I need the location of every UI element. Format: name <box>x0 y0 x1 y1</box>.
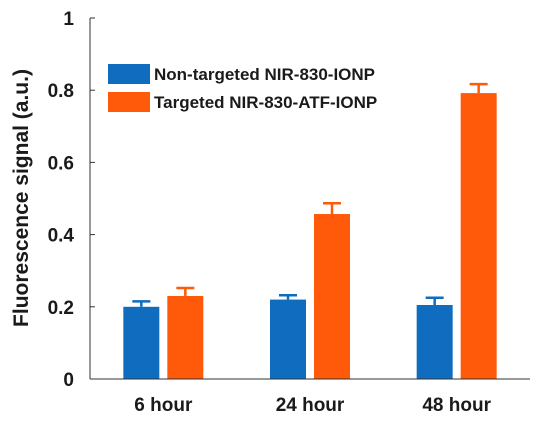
y-tick-label: 0.8 <box>48 81 74 102</box>
bar-non-targeted <box>416 304 453 379</box>
legend: Non-targeted NIR-830-IONP Targeted NIR-83… <box>108 64 377 112</box>
y-tick-label: 0.6 <box>48 153 74 174</box>
legend-label: Non-targeted NIR-830-IONP <box>154 65 375 84</box>
bar-targeted <box>460 93 497 379</box>
y-axis-label: Fluorescence signal (a.u.) <box>10 69 33 327</box>
legend-label: Targeted NIR-830-ATF-IONP <box>154 93 377 112</box>
y-axis: 0 0.2 0.4 0.6 0.8 1 <box>48 9 95 391</box>
x-tick-label: 48 hour <box>422 395 491 416</box>
legend-swatch <box>108 92 150 112</box>
bar-targeted <box>167 295 204 379</box>
y-tick-label: 1 <box>63 9 74 30</box>
plot-area <box>123 82 497 379</box>
bar-targeted <box>314 214 350 379</box>
legend-swatch <box>108 64 150 84</box>
y-tick-label: 0.4 <box>48 226 75 247</box>
y-tick-label: 0 <box>63 370 74 391</box>
y-tick-label: 0.2 <box>48 298 74 319</box>
x-axis: 6 hour 24 hour 48 hour <box>90 378 530 416</box>
bar-non-targeted <box>123 306 160 379</box>
bar-non-targeted <box>270 299 306 379</box>
x-tick-label: 24 hour <box>276 395 345 416</box>
x-tick-label: 6 hour <box>134 395 193 416</box>
